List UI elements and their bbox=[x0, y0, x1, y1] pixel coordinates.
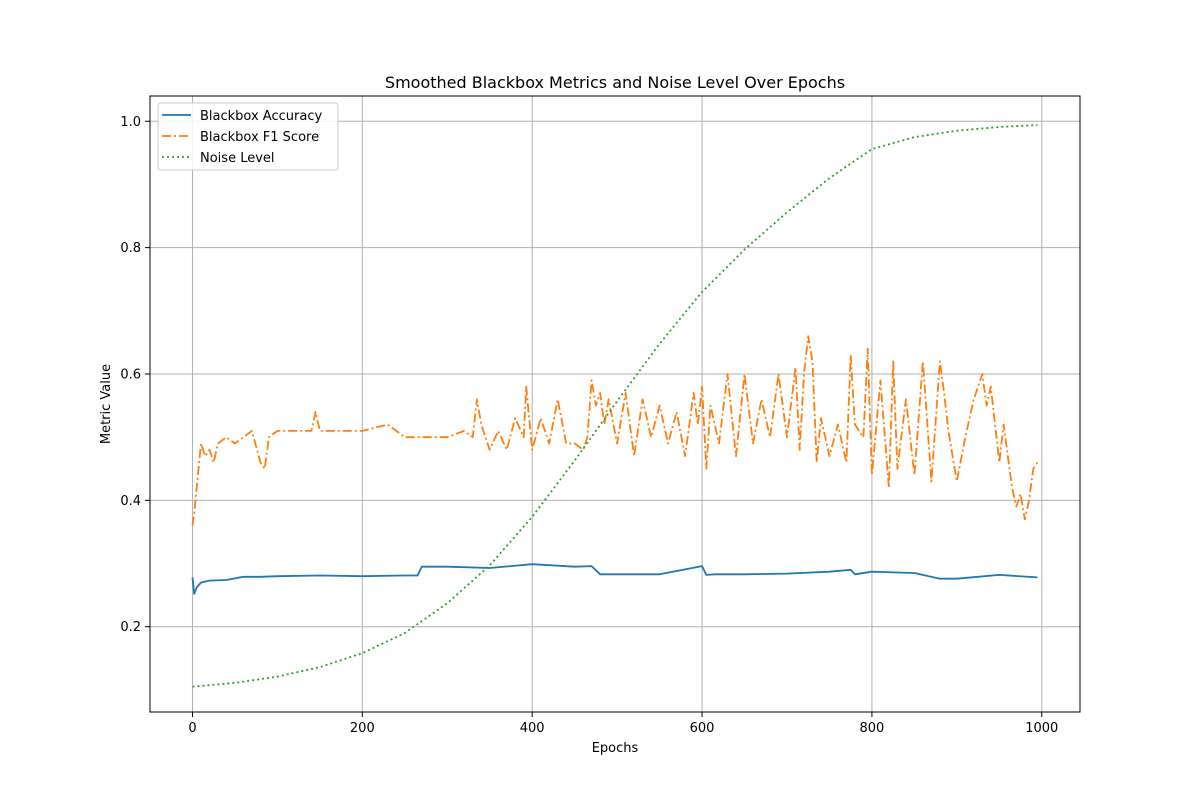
axis-ticks: 0 200 400 600 800 1000 0.2 0.4 0.6 0.8 1.0 bbox=[120, 115, 1058, 736]
legend-box bbox=[157, 102, 339, 171]
series-lines bbox=[191, 124, 1039, 688]
y-axis-title: Metric Value bbox=[99, 364, 114, 444]
x-tick-label: 600 bbox=[690, 721, 715, 736]
series-line-1 bbox=[191, 335, 1039, 526]
y-tick-label: 0.2 bbox=[120, 620, 141, 635]
y-tick-label: 0.8 bbox=[120, 241, 141, 256]
chart-title: Smoothed Blackbox Metrics and Noise Leve… bbox=[385, 73, 845, 92]
legend-label: Blackbox F1 Score bbox=[200, 130, 319, 145]
legend-label: Blackbox Accuracy bbox=[200, 109, 322, 124]
x-axis-title: Epochs bbox=[592, 741, 639, 756]
x-tick-label: 400 bbox=[520, 721, 545, 736]
x-tick-label: 200 bbox=[350, 721, 375, 736]
x-tick-label: 0 bbox=[188, 721, 196, 736]
x-tick-label: 800 bbox=[860, 721, 885, 736]
y-tick-label: 0.6 bbox=[120, 367, 141, 382]
y-tick-label: 0.4 bbox=[120, 494, 141, 509]
x-tick-label: 1000 bbox=[1025, 721, 1058, 736]
plot-frame bbox=[149, 95, 1081, 713]
legend: Blackbox Accuracy Blackbox F1 Score Noise … bbox=[157, 102, 339, 171]
grid bbox=[150, 96, 1080, 712]
legend-label: Noise Level bbox=[200, 151, 275, 166]
series-line-0 bbox=[191, 563, 1038, 595]
y-tick-label: 1.0 bbox=[120, 115, 141, 130]
plot-area bbox=[150, 96, 1080, 712]
